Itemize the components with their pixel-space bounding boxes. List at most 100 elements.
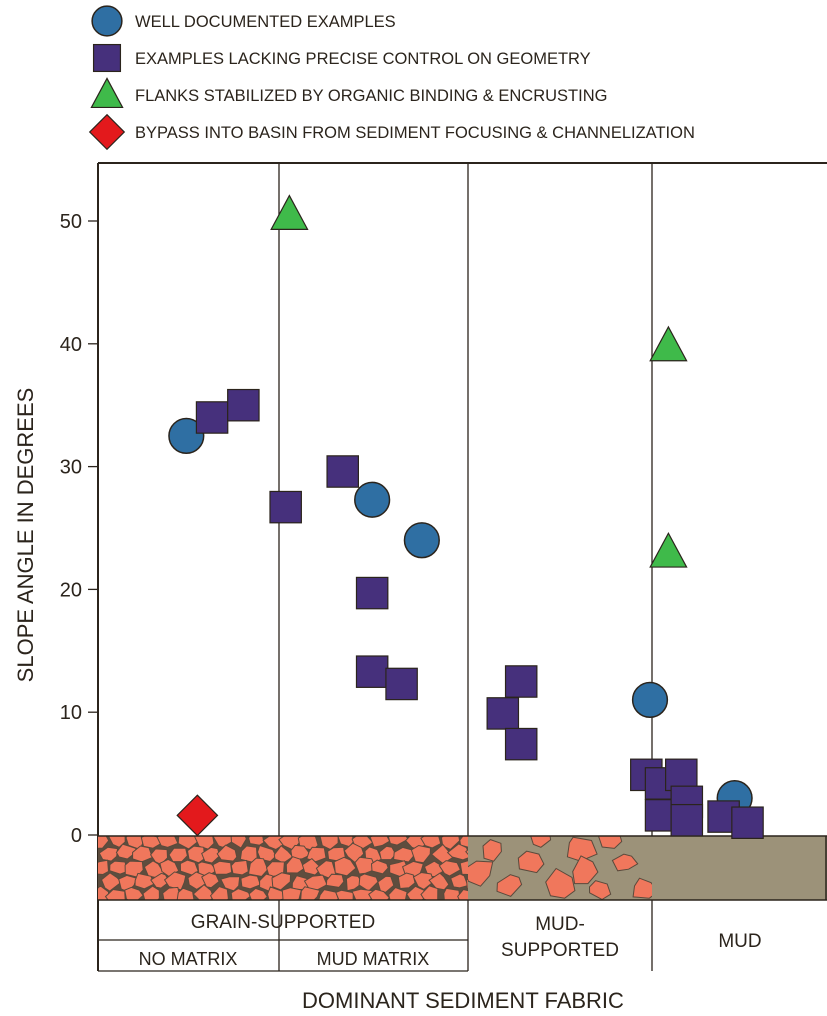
data-point-triangle xyxy=(270,194,309,230)
sediment-grain xyxy=(290,844,312,861)
data-point-circle xyxy=(354,481,391,518)
y-tick-label: 30 xyxy=(60,457,82,479)
sediment-grain xyxy=(285,856,305,874)
sediment-grain xyxy=(209,885,229,900)
sediment-grain xyxy=(212,860,233,875)
y-tick-label: 50 xyxy=(60,211,82,233)
sediment-grain xyxy=(333,856,357,877)
sediment-grain xyxy=(368,888,390,900)
label-mud: MUD xyxy=(718,931,761,952)
sediment-grain xyxy=(98,846,119,862)
sediment-grain xyxy=(345,874,364,892)
sediment-grain xyxy=(397,872,416,890)
sediment-grain xyxy=(176,887,195,900)
data-point-triangle xyxy=(649,325,688,362)
sediment-grain xyxy=(632,877,652,899)
sediment-grain xyxy=(545,867,576,899)
data-point-square xyxy=(504,665,538,698)
label-mud-matrix: MUD MATRIX xyxy=(317,949,430,969)
sediment-grain xyxy=(457,888,468,900)
sediment-grain xyxy=(281,887,303,900)
sediment-grain xyxy=(530,836,552,848)
data-point-square xyxy=(670,803,704,837)
fabric-table: GRAIN-SUPPORTED NO MATRIX MUD MATRIX MUD… xyxy=(98,912,762,972)
legend-label-circle: WELL DOCUMENTED EXAMPLES xyxy=(135,13,396,31)
sediment-grain xyxy=(517,850,545,874)
data-point-circle xyxy=(403,522,440,559)
legend-square-icon xyxy=(92,43,122,73)
sediment-grain xyxy=(216,844,238,862)
sediment-grain xyxy=(420,836,442,849)
data-point-square xyxy=(227,388,260,422)
mud-fabric-bg xyxy=(652,836,827,900)
sediment-grain xyxy=(428,872,450,891)
data-point-square xyxy=(326,455,360,488)
sediment-grain xyxy=(410,844,432,864)
sediment-grain xyxy=(240,874,262,890)
sediment-grain xyxy=(247,857,269,878)
sediment-grain xyxy=(300,886,321,900)
legend-label-diamond: BYPASS INTO BASIN FROM SEDIMENT FOCUSING… xyxy=(135,124,695,142)
sediment-grain xyxy=(325,873,345,888)
legend-label-triangle: FLANKS STABILIZED BY ORGANIC BINDING & E… xyxy=(135,87,607,105)
legend-triangle-icon xyxy=(90,77,124,109)
label-mud-supported-line1: MUD- xyxy=(535,914,585,935)
sediment-grain xyxy=(420,885,439,900)
sediment-grain xyxy=(482,839,502,862)
legend-circle-icon xyxy=(91,5,123,37)
sediment-grain xyxy=(377,875,395,893)
sediment-grain xyxy=(142,885,160,900)
sediment-grain xyxy=(134,872,155,890)
sediment-grain xyxy=(248,887,268,900)
data-point-triangle xyxy=(649,531,688,568)
sediment-grain xyxy=(412,871,435,890)
sediment-grain xyxy=(387,836,409,846)
sediment-grain xyxy=(192,884,215,900)
sediment-grain xyxy=(443,887,461,900)
sediment-grain xyxy=(247,836,265,846)
y-tick-label: 20 xyxy=(60,579,82,601)
sediment-grain xyxy=(335,889,354,900)
y-tick-label: 0 xyxy=(71,825,82,847)
sediment-grain xyxy=(230,859,249,876)
label-grain-supported: GRAIN-SUPPORTED xyxy=(191,912,375,933)
legend: WELL DOCUMENTED EXAMPLES EXAMPLES LACKING… xyxy=(88,5,695,151)
y-tick-label: 40 xyxy=(60,334,82,356)
data-point-square xyxy=(269,490,302,524)
sediment-grain xyxy=(150,872,170,889)
sediment-grain xyxy=(465,849,468,855)
data-point-square xyxy=(195,401,229,434)
sediment-grain xyxy=(201,872,220,889)
sediment-grain xyxy=(459,860,468,875)
grain-supported-grains xyxy=(98,836,468,900)
sediment-grain xyxy=(301,857,323,876)
y-axis-title: SLOPE ANGLE IN DEGREES xyxy=(13,388,38,683)
sediment-grain xyxy=(124,886,144,900)
label-no-matrix: NO MATRIX xyxy=(139,949,238,969)
sediment-grain xyxy=(100,872,123,892)
sediment-grain xyxy=(446,843,468,861)
sediment-grain xyxy=(459,836,468,848)
sediment-grain xyxy=(378,845,397,861)
sediment-grain xyxy=(438,860,462,877)
sediment-grain xyxy=(186,845,206,864)
mud-supported-grains xyxy=(468,836,652,900)
sediment-grain xyxy=(230,888,253,900)
sediment-grain xyxy=(611,853,639,872)
sediment-grain xyxy=(109,860,129,875)
sediment-grain xyxy=(388,886,408,900)
legend-diamond-icon xyxy=(88,113,126,151)
sediment-grain xyxy=(597,836,623,849)
sediment-grain xyxy=(440,836,461,850)
data-point-diamond xyxy=(176,794,219,837)
sediment-grain xyxy=(369,836,391,848)
data-point-circle xyxy=(168,417,205,455)
sediment-grain xyxy=(450,873,468,889)
data-point-square xyxy=(486,697,520,730)
sediment-grain xyxy=(115,843,137,860)
sediment-grain xyxy=(256,844,277,863)
sediment-grain xyxy=(177,836,201,850)
sediment-grain xyxy=(201,846,221,864)
fabric-strip xyxy=(98,835,827,901)
